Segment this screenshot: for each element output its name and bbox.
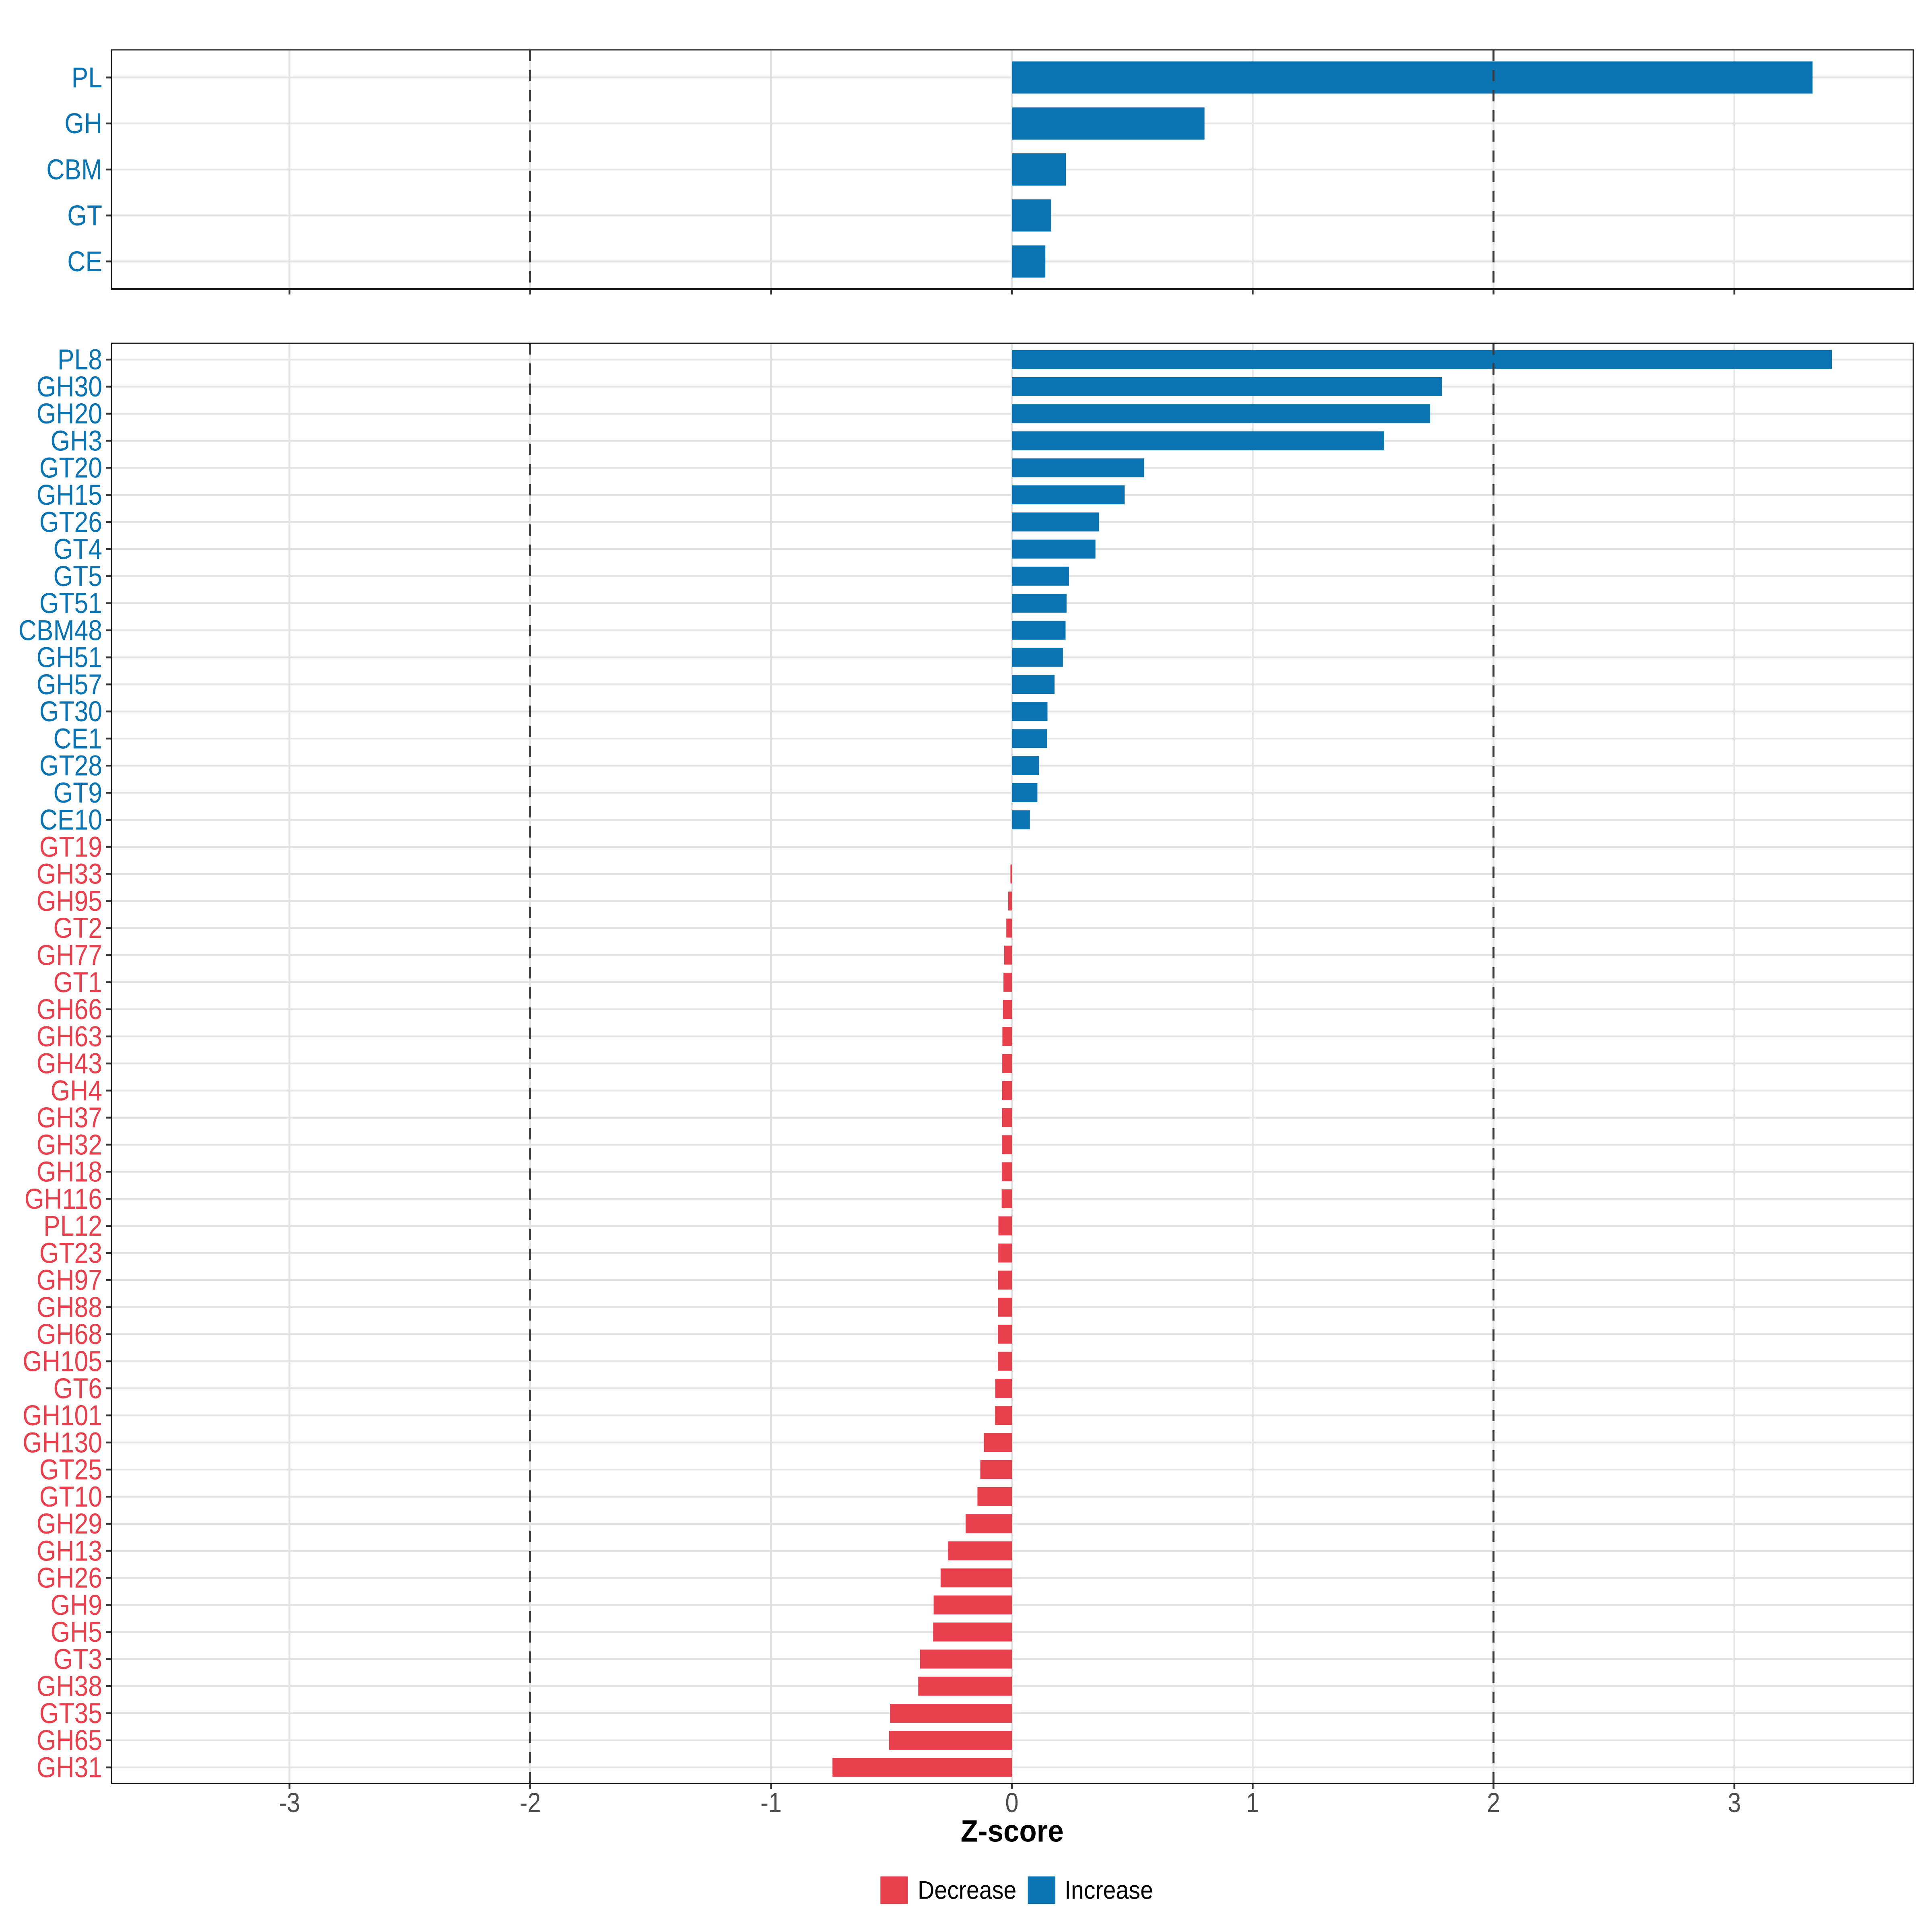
svg-text:GT5: GT5 [54, 560, 102, 592]
svg-text:GH5: GH5 [51, 1616, 102, 1648]
svg-text:GT20: GT20 [39, 452, 102, 484]
svg-text:1: 1 [1246, 1787, 1259, 1818]
svg-text:PL8: PL8 [58, 344, 102, 376]
svg-text:GT51: GT51 [39, 587, 102, 619]
svg-text:GT19: GT19 [39, 831, 102, 863]
svg-text:GH65: GH65 [37, 1725, 102, 1757]
svg-text:-1: -1 [760, 1787, 782, 1818]
svg-text:GH15: GH15 [37, 479, 102, 511]
svg-text:CBM48: CBM48 [19, 615, 102, 647]
svg-text:GT3: GT3 [54, 1643, 102, 1676]
svg-text:GH77: GH77 [37, 939, 102, 972]
svg-text:Decrease: Decrease [918, 1876, 1016, 1904]
svg-text:CE10: CE10 [39, 804, 102, 836]
svg-text:GH26: GH26 [37, 1562, 102, 1594]
svg-text:GH29: GH29 [37, 1508, 102, 1540]
svg-text:GT10: GT10 [39, 1481, 102, 1513]
svg-text:GT23: GT23 [39, 1237, 102, 1269]
svg-text:-2: -2 [520, 1787, 541, 1818]
svg-text:GH31: GH31 [37, 1752, 102, 1784]
svg-text:CE: CE [67, 246, 102, 278]
svg-text:Z-score: Z-score [961, 1814, 1064, 1848]
svg-text:GT9: GT9 [54, 777, 102, 809]
svg-text:Increase: Increase [1065, 1876, 1153, 1904]
svg-text:GT35: GT35 [39, 1697, 102, 1730]
svg-text:CE1: CE1 [53, 723, 102, 755]
svg-text:GT4: GT4 [54, 533, 102, 566]
svg-text:CBM: CBM [46, 154, 102, 186]
svg-text:GT26: GT26 [39, 506, 102, 539]
svg-text:GH: GH [64, 107, 102, 140]
svg-text:GT6: GT6 [54, 1373, 102, 1405]
svg-text:GH57: GH57 [37, 669, 102, 701]
svg-text:GT30: GT30 [39, 696, 102, 728]
svg-text:GH37: GH37 [37, 1102, 102, 1134]
svg-text:GT: GT [67, 200, 102, 232]
svg-text:PL12: PL12 [43, 1210, 102, 1242]
svg-text:GH88: GH88 [37, 1291, 102, 1323]
svg-text:-3: -3 [279, 1787, 300, 1818]
svg-text:GH33: GH33 [37, 858, 102, 890]
svg-text:GH68: GH68 [37, 1318, 102, 1350]
svg-text:GH95: GH95 [37, 885, 102, 917]
svg-text:GT2: GT2 [54, 912, 102, 944]
svg-text:GH63: GH63 [37, 1021, 102, 1053]
svg-text:GH66: GH66 [37, 993, 102, 1026]
svg-text:3: 3 [1728, 1787, 1741, 1818]
svg-text:GH51: GH51 [37, 642, 102, 674]
svg-text:GH13: GH13 [37, 1535, 102, 1567]
svg-text:GT28: GT28 [39, 750, 102, 782]
svg-text:GH130: GH130 [23, 1427, 102, 1459]
svg-text:GH105: GH105 [23, 1346, 102, 1378]
svg-text:GH38: GH38 [37, 1670, 102, 1703]
svg-text:PL: PL [72, 62, 102, 94]
svg-text:GH3: GH3 [51, 425, 102, 457]
svg-text:GH18: GH18 [37, 1156, 102, 1188]
svg-text:2: 2 [1487, 1787, 1500, 1818]
svg-text:GH30: GH30 [37, 371, 102, 403]
svg-text:GT1: GT1 [54, 966, 102, 999]
svg-text:GH116: GH116 [25, 1183, 102, 1215]
svg-text:GH20: GH20 [37, 398, 102, 430]
svg-text:GH4: GH4 [51, 1075, 102, 1107]
svg-text:0: 0 [1005, 1787, 1018, 1818]
svg-text:GH43: GH43 [37, 1048, 102, 1080]
svg-text:GH9: GH9 [51, 1589, 102, 1621]
svg-text:GT25: GT25 [39, 1454, 102, 1486]
svg-text:GH101: GH101 [23, 1399, 102, 1432]
svg-text:GH32: GH32 [37, 1129, 102, 1161]
svg-text:GH97: GH97 [37, 1264, 102, 1296]
